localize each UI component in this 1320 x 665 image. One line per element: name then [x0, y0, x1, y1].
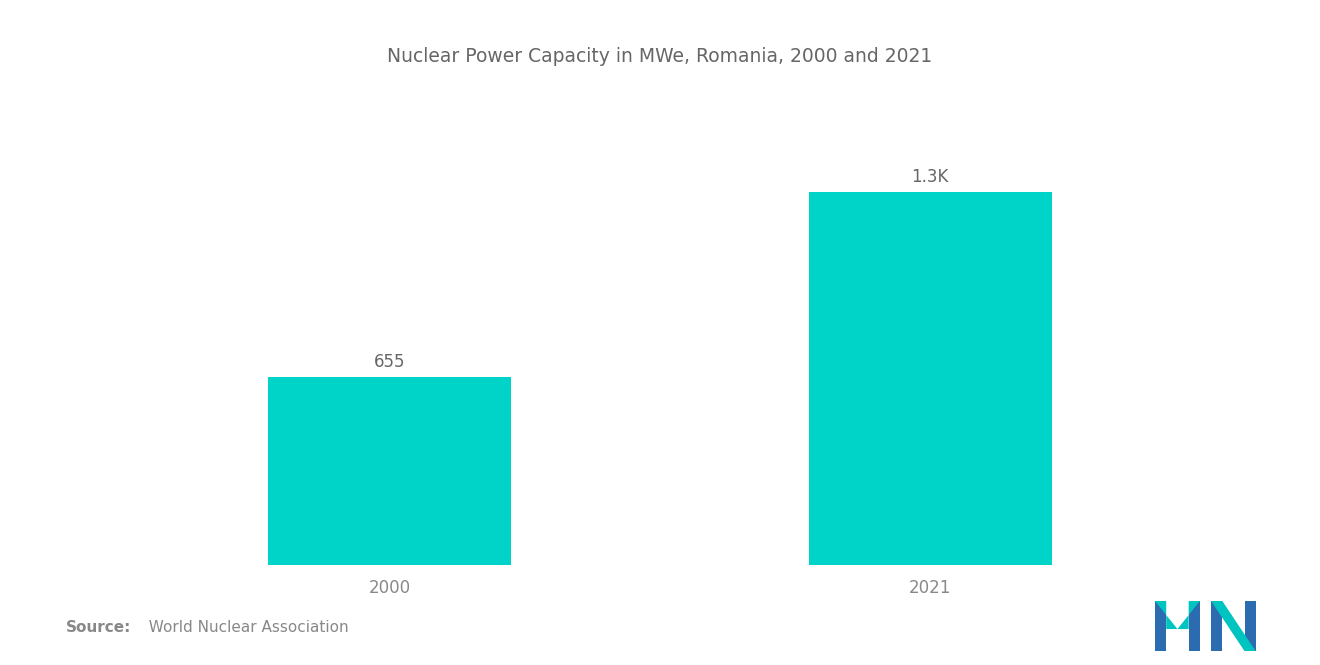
Text: 655: 655: [374, 353, 405, 371]
Polygon shape: [1212, 601, 1222, 652]
Polygon shape: [1177, 601, 1200, 629]
Text: 1.3K: 1.3K: [912, 168, 949, 186]
Bar: [268, 378, 511, 565]
Polygon shape: [1189, 601, 1200, 652]
Polygon shape: [1155, 601, 1167, 652]
Polygon shape: [1155, 601, 1177, 629]
Polygon shape: [1245, 601, 1257, 652]
Bar: [809, 192, 1052, 565]
Text: Nuclear Power Capacity in MWe, Romania, 2000 and 2021: Nuclear Power Capacity in MWe, Romania, …: [387, 47, 933, 66]
Polygon shape: [1212, 601, 1257, 652]
Text: Source:: Source:: [66, 620, 132, 635]
Text: World Nuclear Association: World Nuclear Association: [139, 620, 348, 635]
